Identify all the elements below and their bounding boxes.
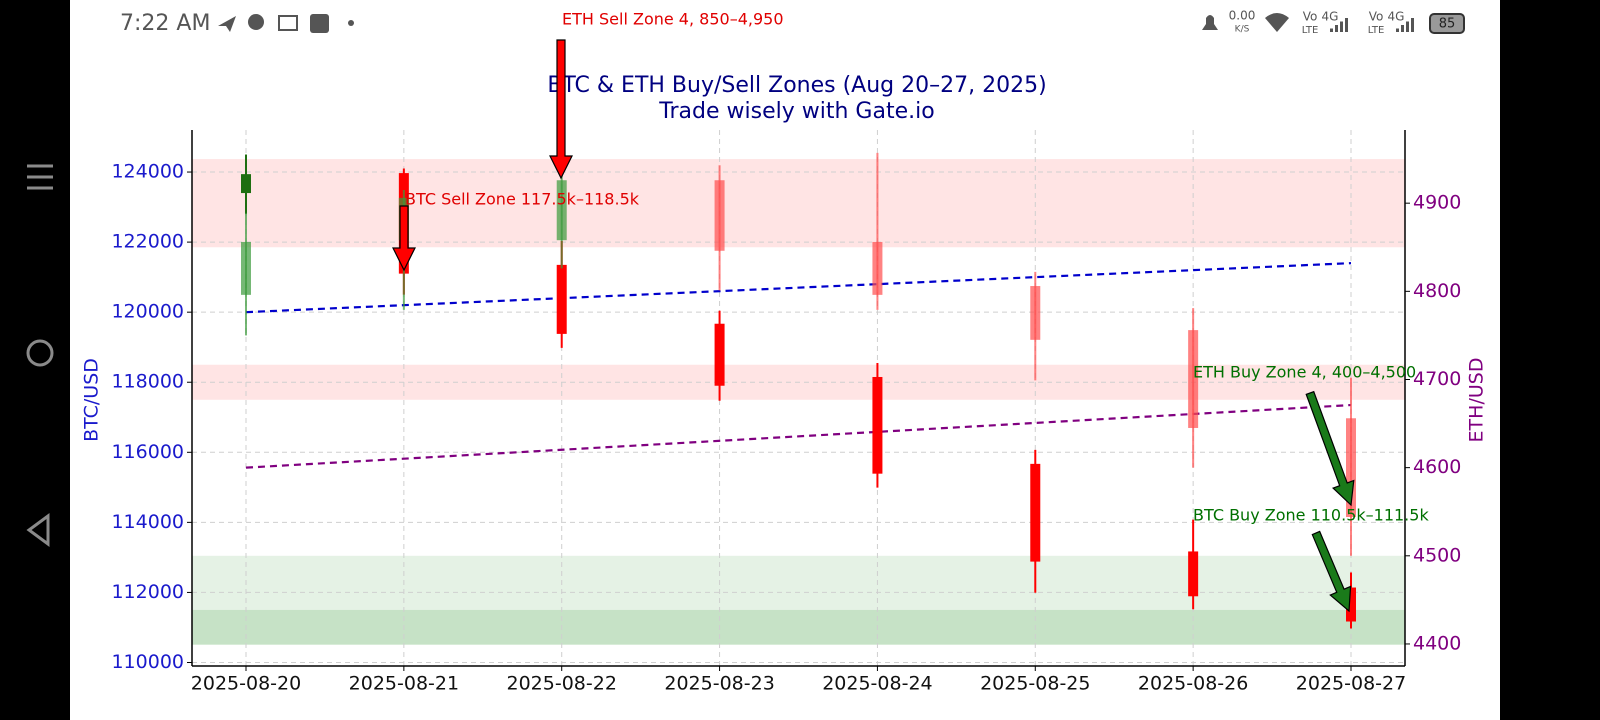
y-tick-label: 120000 — [111, 301, 184, 323]
candle-body — [1188, 330, 1199, 428]
x-tick-label: 2025-08-25 — [980, 673, 1090, 695]
candle-body — [1188, 551, 1199, 597]
y-tick-label: 116000 — [111, 441, 184, 463]
sim-voice: Vo — [1303, 10, 1318, 24]
candle-body — [1346, 418, 1356, 518]
home-button[interactable] — [26, 339, 54, 367]
annotation: ETH Sell Zone 4, 850–4,950 — [562, 10, 784, 29]
annotation-arrow — [1311, 530, 1352, 613]
signal-bar — [1396, 28, 1399, 32]
y-tick-label: 122000 — [111, 231, 184, 253]
y-tick-label: 114000 — [111, 511, 184, 533]
candle-body — [1346, 587, 1356, 622]
telegram-icon — [218, 16, 236, 32]
sim-voice: Vo — [1369, 10, 1384, 24]
y-tick-label: 118000 — [111, 371, 184, 393]
sim-voice-sub: LTE — [1368, 25, 1385, 36]
y2-tick-label: 4900 — [1413, 192, 1461, 214]
candle-body — [714, 323, 725, 386]
menu-button[interactable] — [27, 164, 53, 190]
chart-subtitle: Trade wisely with Gate.io — [658, 99, 934, 124]
clock: 7:22 AM — [120, 11, 210, 36]
annotation: BTC Sell Zone 117.5k–118.5k — [405, 190, 640, 209]
signal-bar — [1330, 28, 1333, 32]
content-area — [70, 0, 1500, 720]
zone — [192, 555, 1405, 644]
candle-body — [1030, 463, 1041, 562]
sim-network: 4G — [1322, 10, 1339, 24]
battery-level: 85 — [1439, 17, 1456, 32]
y-tick-label: 124000 — [111, 161, 184, 183]
y2-tick-label: 4800 — [1413, 280, 1461, 302]
x-tick-label: 2025-08-26 — [1138, 673, 1248, 695]
candle-body — [241, 241, 251, 295]
signal-bar — [1401, 25, 1404, 32]
x-tick-label: 2025-08-24 — [822, 673, 932, 695]
y2-axis-label: ETH/USD — [1466, 358, 1488, 443]
candle-body — [556, 180, 567, 241]
annotation-arrow — [1305, 390, 1355, 507]
y2-tick-label: 4700 — [1413, 368, 1461, 390]
chart-title: BTC & ETH Buy/Sell Zones (Aug 20–27, 202… — [547, 73, 1046, 98]
trend-line — [245, 403, 1352, 469]
signal-bar — [1411, 18, 1414, 32]
y-tick-label: 112000 — [111, 581, 184, 603]
net-speed: 0.00 — [1229, 9, 1256, 23]
signal-bar — [1340, 21, 1343, 32]
net-unit: K/S — [1235, 25, 1250, 35]
y2-tick-label: 4600 — [1413, 456, 1461, 478]
y-axis-label: BTC/USD — [81, 358, 103, 442]
candle-body — [872, 241, 883, 295]
x-tick-label: 2025-08-20 — [191, 673, 301, 695]
candle-body — [556, 264, 567, 334]
candle-body — [241, 174, 251, 194]
chart: BTC & ETH Buy/Sell Zones (Aug 20–27, 202… — [81, 10, 1488, 695]
y2-tick-label: 4500 — [1413, 544, 1461, 566]
annotation: ETH Buy Zone 4, 400–4,500 — [1193, 363, 1416, 382]
zone — [192, 159, 1405, 248]
mail-icon — [278, 15, 298, 31]
y2-tick-label: 4400 — [1413, 632, 1461, 654]
x-tick-label: 2025-08-23 — [664, 673, 774, 695]
status-icons — [218, 13, 1289, 33]
sim-voice-sub: LTE — [1302, 25, 1319, 36]
snapchat-icon — [248, 14, 264, 30]
wifi-icon — [1265, 13, 1289, 32]
x-tick-label: 2025-08-21 — [349, 673, 459, 695]
annotation-arrow — [549, 39, 573, 180]
annotation-arrow — [392, 205, 416, 272]
candle-body — [714, 180, 725, 251]
x-tick-label: 2025-08-27 — [1296, 673, 1406, 695]
y-tick-label: 110000 — [111, 651, 184, 673]
x-tick-label: 2025-08-22 — [507, 673, 617, 695]
battery-icon — [1429, 13, 1465, 34]
dot-icon — [348, 20, 354, 26]
nav-bar — [26, 164, 54, 547]
zone — [192, 609, 1405, 645]
sim-network: 4G — [1388, 10, 1405, 24]
signal-bar — [1345, 18, 1348, 32]
signal-bar — [1335, 25, 1338, 32]
signal-bar — [1406, 21, 1409, 32]
candle-body — [1030, 286, 1041, 340]
candle-body — [872, 376, 883, 474]
trend-line — [245, 262, 1352, 314]
app-icon — [310, 14, 329, 33]
back-button[interactable] — [26, 513, 50, 547]
annotation: BTC Buy Zone 110.5k–111.5k — [1193, 506, 1429, 525]
mute-icon — [1202, 15, 1218, 30]
